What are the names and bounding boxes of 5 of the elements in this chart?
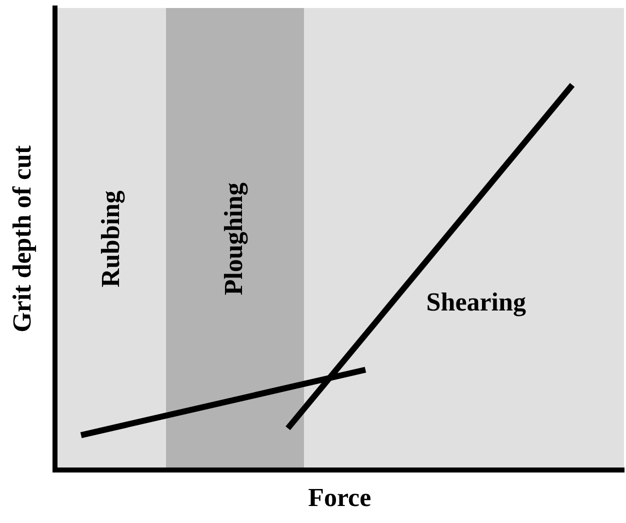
annotation: Rubbing	[96, 190, 125, 288]
y-axis-title: Grit depth of cut	[7, 145, 36, 332]
annotation: Shearing	[426, 287, 526, 316]
annotation: Ploughing	[219, 182, 248, 296]
x-axis-title: Force	[308, 483, 372, 512]
